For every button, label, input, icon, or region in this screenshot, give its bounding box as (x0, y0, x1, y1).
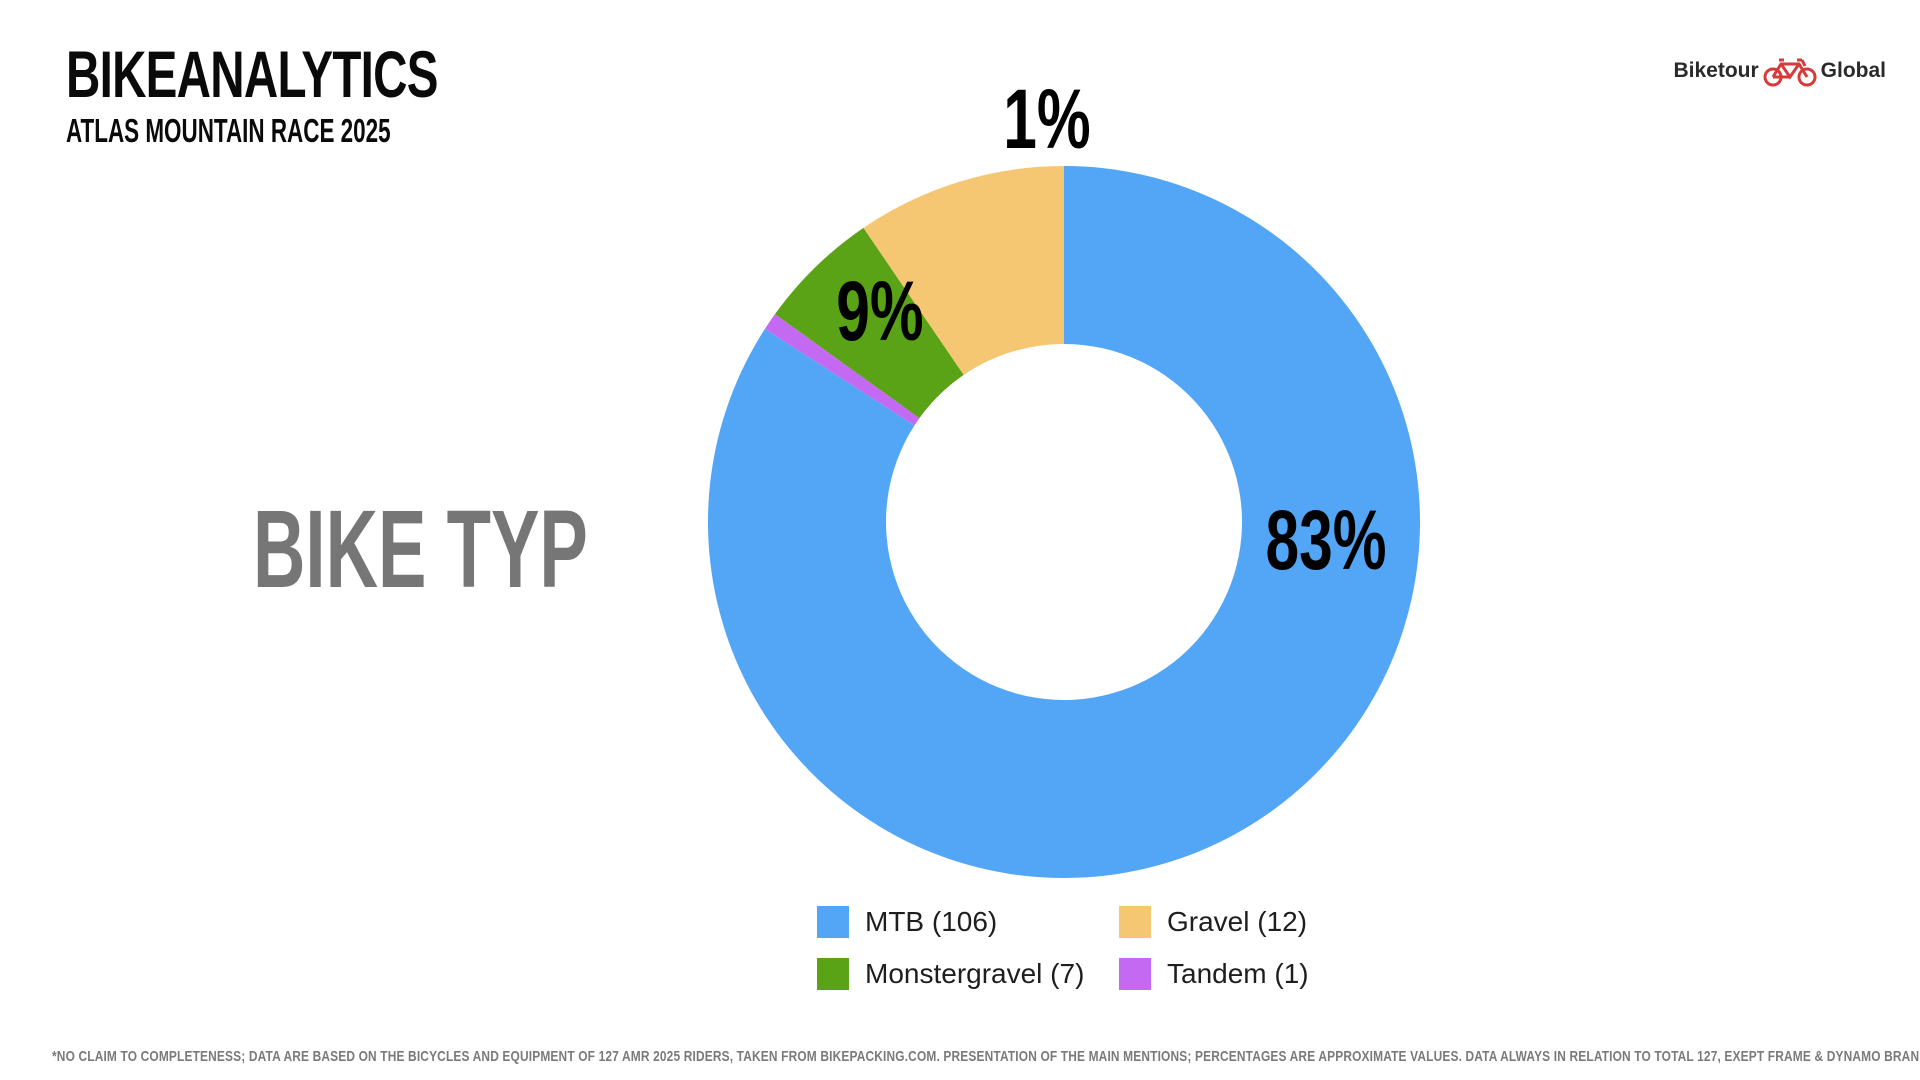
brand-subtitle: ATLAS MOUNTAIN RACE 2025 (66, 112, 391, 149)
section-title: BIKE TYP (253, 488, 588, 611)
tandem-bicycle-icon (1763, 58, 1817, 87)
legend-swatch-mtb (817, 906, 849, 938)
donut-slice-tandem (764, 314, 920, 426)
legend-label-mtb: MTB (106) (865, 906, 998, 937)
footnote: *NO CLAIM TO COMPLETENESS; DATA ARE BASE… (52, 1048, 1920, 1065)
brand-block: BIKEANALYTICS ATLAS MOUNTAIN RACE 2025 (66, 38, 582, 150)
legend-label-monstergravel: Monstergravel (7) (865, 958, 1085, 989)
donut-slice-monstergravel (774, 227, 964, 419)
legend-item-monstergravel: Monstergravel (7) (817, 956, 1119, 992)
legend-swatch-monstergravel (817, 958, 849, 990)
legend-swatch-gravel (1119, 906, 1151, 938)
percent-label-gravel: 9% (836, 264, 923, 358)
logo-left-text: Biketour (1673, 59, 1759, 82)
logo-right-text: Global (1820, 59, 1886, 82)
biketour-global-logo: Biketour Global (1673, 54, 1886, 88)
donut-slice-gravel (863, 166, 1064, 375)
legend-item-gravel: Gravel (12) (1119, 904, 1339, 940)
brand-title: BIKEANALYTICS (66, 37, 438, 111)
percent-label-tandem: 1% (1003, 72, 1090, 166)
legend-label-gravel: Gravel (12) (1167, 906, 1308, 937)
legend-item-mtb: MTB (106) (817, 904, 1119, 940)
percent-label-mtb: 83% (1265, 493, 1386, 587)
legend-swatch-tandem (1119, 958, 1151, 990)
legend-label-tandem: Tandem (1) (1167, 958, 1309, 989)
donut-slice-mtb (708, 166, 1420, 879)
chart-legend: MTB (106) Gravel (12) Monstergravel (7) … (817, 904, 1339, 992)
legend-item-tandem: Tandem (1) (1119, 956, 1339, 992)
